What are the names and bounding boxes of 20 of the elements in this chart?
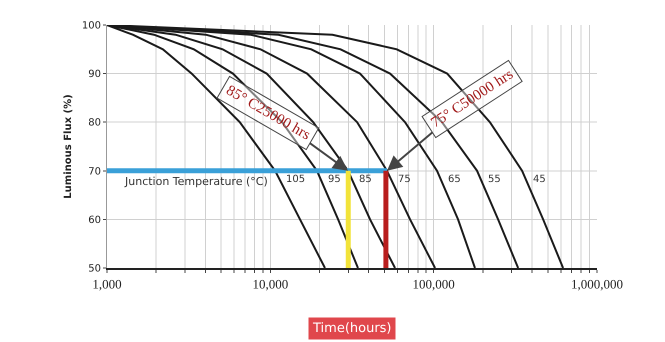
x-tick-label: 1,000,000 bbox=[571, 276, 623, 292]
x-tick-label: 10,000 bbox=[252, 276, 288, 292]
x-axis-title: Time(hours) bbox=[312, 321, 392, 336]
y-tick-label: 70 bbox=[88, 166, 101, 178]
series-label: 75 bbox=[398, 174, 411, 185]
y-tick-label: 80 bbox=[88, 118, 101, 129]
series-label: 95 bbox=[328, 174, 341, 185]
annotation: Junction Temperature (°C) bbox=[124, 175, 268, 188]
series-label: 85 bbox=[359, 174, 372, 185]
series-label: 45 bbox=[533, 174, 546, 185]
x-tick-label: 1,000 bbox=[92, 276, 122, 292]
series-label: 55 bbox=[488, 174, 501, 185]
y-tick-label: 50 bbox=[88, 264, 101, 274]
series-label: 65 bbox=[448, 174, 461, 185]
y-axis-title: Luminous Flux (%) bbox=[62, 94, 74, 199]
y-tick-label: 100 bbox=[82, 20, 101, 32]
y-tick-label: 90 bbox=[88, 69, 101, 80]
x-tick-label: 100,000 bbox=[412, 276, 455, 292]
y-tick-label: 60 bbox=[88, 214, 101, 226]
series-label: 105 bbox=[286, 174, 306, 185]
